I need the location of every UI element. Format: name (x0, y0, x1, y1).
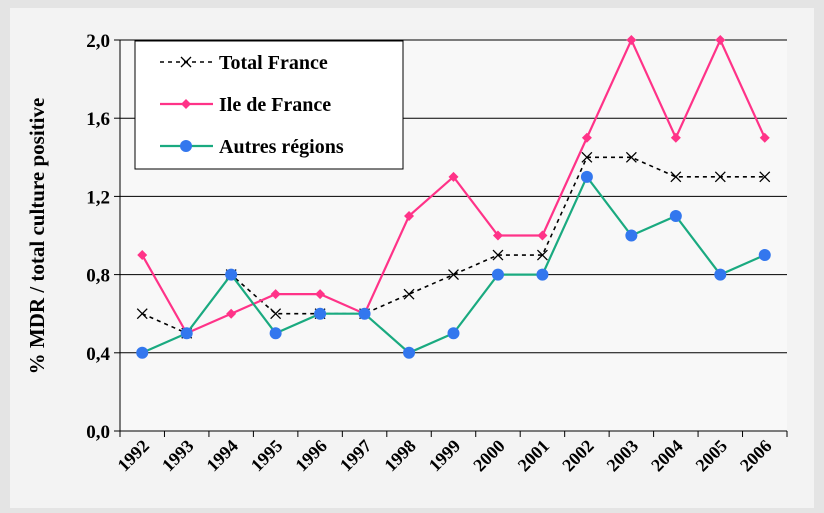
y-tick-label: 0,0 (86, 422, 110, 443)
legend-label: Autres régions (219, 136, 344, 158)
marker (403, 346, 416, 359)
marker (625, 151, 637, 163)
marker-x (136, 308, 148, 320)
legend-marker (180, 56, 192, 68)
marker (404, 210, 415, 221)
marker-x (759, 171, 771, 183)
marker (270, 289, 281, 300)
marker (448, 269, 459, 281)
y-tick-label: 0,4 (86, 344, 110, 365)
marker (626, 35, 637, 45)
marker-x (625, 151, 637, 163)
marker (536, 249, 548, 261)
marker (137, 250, 148, 261)
marker (491, 268, 504, 281)
y-axis-label: % MDR / total culture positive (25, 98, 49, 375)
marker (315, 289, 326, 300)
marker (715, 35, 726, 45)
marker (670, 171, 682, 183)
marker (759, 132, 770, 143)
marker (403, 288, 415, 300)
marker (136, 308, 148, 320)
marker (270, 308, 282, 320)
marker-x (448, 269, 459, 281)
marker (269, 327, 282, 340)
marker-x (714, 171, 726, 183)
legend-label: Ile de France (219, 94, 331, 116)
marker (759, 171, 771, 183)
marker (358, 307, 371, 320)
marker-x (670, 171, 682, 183)
legend-label: Total France (219, 52, 328, 74)
marker (581, 132, 592, 143)
marker (225, 268, 238, 281)
marker (670, 132, 681, 143)
marker (537, 230, 548, 241)
marker (581, 151, 593, 163)
y-tick-label: 1,2 (86, 187, 110, 208)
y-tick-label: 1,6 (86, 109, 110, 130)
marker (448, 171, 459, 182)
marker (492, 230, 503, 241)
marker-x (270, 308, 282, 320)
marker (669, 209, 682, 222)
marker-x (492, 249, 504, 261)
legend-marker (180, 140, 192, 152)
marker (714, 171, 726, 183)
marker (447, 327, 460, 340)
marker-x (581, 151, 593, 163)
marker (492, 249, 504, 261)
marker-x (536, 249, 548, 261)
marker (136, 346, 149, 359)
marker (180, 327, 193, 340)
marker (226, 308, 237, 319)
marker (758, 249, 771, 262)
marker (580, 170, 593, 183)
legend-marker (181, 99, 191, 109)
y-tick-label: 0,8 (86, 266, 110, 287)
y-tick-label: 2,0 (86, 31, 110, 52)
marker (314, 307, 327, 320)
marker (625, 229, 638, 242)
marker-x (403, 288, 415, 300)
marker (714, 268, 727, 281)
marker (536, 268, 549, 281)
